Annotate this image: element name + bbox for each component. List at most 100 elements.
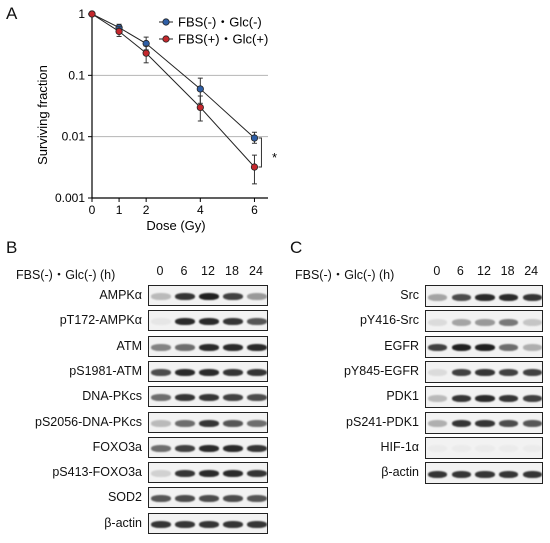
blot-strip (425, 285, 543, 307)
data-point (142, 49, 150, 57)
blot-row-label: SOD2 (107, 490, 142, 505)
blot-band (223, 318, 243, 326)
blot-band (522, 420, 542, 427)
blot-band (522, 470, 542, 478)
blot-band (199, 520, 219, 528)
lane-label: 0 (433, 264, 441, 278)
blot-row-label: pT172-AMPKα (59, 313, 142, 328)
blot-b-header: FBS(-)・Glc(-) (h) (16, 268, 116, 282)
blot-band (247, 419, 267, 427)
blot-band (499, 445, 518, 452)
blot-band (475, 394, 495, 402)
lane-label: 24 (524, 264, 539, 278)
lane-label: 0 (156, 264, 164, 278)
blot-band (151, 520, 171, 528)
blot-band (498, 394, 519, 402)
blot-band (523, 445, 542, 452)
blot-row-label: pS2056-DNA-PKcs (35, 414, 142, 429)
blot-row-label: pS241-PDK1 (346, 414, 419, 429)
blot-band (498, 344, 519, 352)
blot-strip (148, 285, 268, 306)
blot-band (223, 470, 243, 478)
blot-band (451, 293, 472, 301)
blot-row-label: AMPKα (99, 288, 142, 302)
blot-band (428, 394, 448, 402)
blot-band (522, 293, 542, 301)
blot-band (199, 368, 219, 376)
y-tick-label-2: 0.1 (68, 68, 85, 82)
blot-band (498, 318, 519, 326)
blot-strip (425, 335, 543, 358)
data-point (196, 103, 204, 112)
blot-band (223, 419, 243, 427)
blot-row-label: β-actin (381, 465, 419, 480)
panel-letter-a: A (6, 4, 18, 23)
blot-band (151, 293, 171, 300)
blot-strip (148, 360, 268, 382)
blot-band (498, 369, 519, 377)
blot-strip (148, 436, 268, 458)
blot-strip (425, 360, 543, 383)
blot-band (175, 470, 195, 478)
blot-strip (148, 335, 268, 357)
blot-band (428, 318, 448, 326)
blot-band (428, 470, 448, 478)
blot-band (522, 369, 542, 377)
blot-band (522, 318, 542, 326)
blot-strip (425, 310, 543, 333)
blot-band (475, 369, 495, 377)
lane-label: 24 (249, 264, 263, 278)
blot-band (247, 368, 267, 376)
blot-row-label: pY845-EGFR (343, 363, 419, 378)
blot-band (475, 293, 495, 301)
blot-band (199, 394, 219, 402)
x-tick-label-0: 0 (89, 203, 96, 217)
blot-strip (425, 436, 543, 459)
y-tick-label-1: 0.01 (62, 130, 86, 144)
blot-strip (148, 411, 268, 433)
blot-band (247, 394, 267, 402)
significance-mark: * (272, 150, 277, 165)
blot-row-label: pS1981-ATM (69, 363, 142, 378)
blot-row-label: ATM (116, 338, 142, 353)
legend-marker-0 (162, 18, 170, 26)
blot-row-label: pY416-Src (359, 313, 419, 328)
lane-label: 18 (225, 264, 239, 278)
x-tick-label-1: 1 (116, 203, 123, 217)
lane-label: 12 (201, 264, 215, 278)
blot-band (475, 445, 494, 452)
blot-band (498, 470, 519, 478)
data-point (250, 163, 259, 171)
legend-label-1: FBS(+)・Glc(+) (178, 32, 268, 47)
blot-band (247, 520, 267, 528)
y-axis-label: Surviving fraction (35, 65, 50, 165)
blot-band (223, 444, 243, 452)
blot-strip (425, 386, 543, 409)
lane-label: 18 (500, 264, 515, 278)
blot-band (522, 394, 542, 402)
x-tick-label-3: 4 (197, 203, 204, 217)
blot-band (451, 318, 472, 326)
blot-row-label: DNA-PKcs (82, 389, 142, 404)
blot-band (428, 445, 447, 452)
blot-band (151, 318, 171, 326)
blot-band (247, 343, 267, 351)
blot-band (151, 495, 171, 503)
blot-band (451, 394, 472, 402)
x-tick-label-2: 2 (143, 203, 150, 217)
blot-band (428, 420, 448, 427)
blot-band (428, 369, 448, 377)
blot-strip (425, 411, 543, 434)
blot-band (199, 470, 219, 478)
blot-band (199, 419, 219, 427)
blot-strip (148, 487, 268, 509)
blot-band (175, 343, 195, 351)
blot-band (498, 293, 519, 301)
blot-band (451, 369, 472, 377)
blot-strip (425, 462, 543, 485)
blot-strip (148, 512, 268, 534)
blot-band (498, 420, 519, 427)
blot-band (175, 520, 195, 528)
blot-row-label: PDK1 (386, 389, 419, 404)
blot-band (175, 394, 195, 402)
